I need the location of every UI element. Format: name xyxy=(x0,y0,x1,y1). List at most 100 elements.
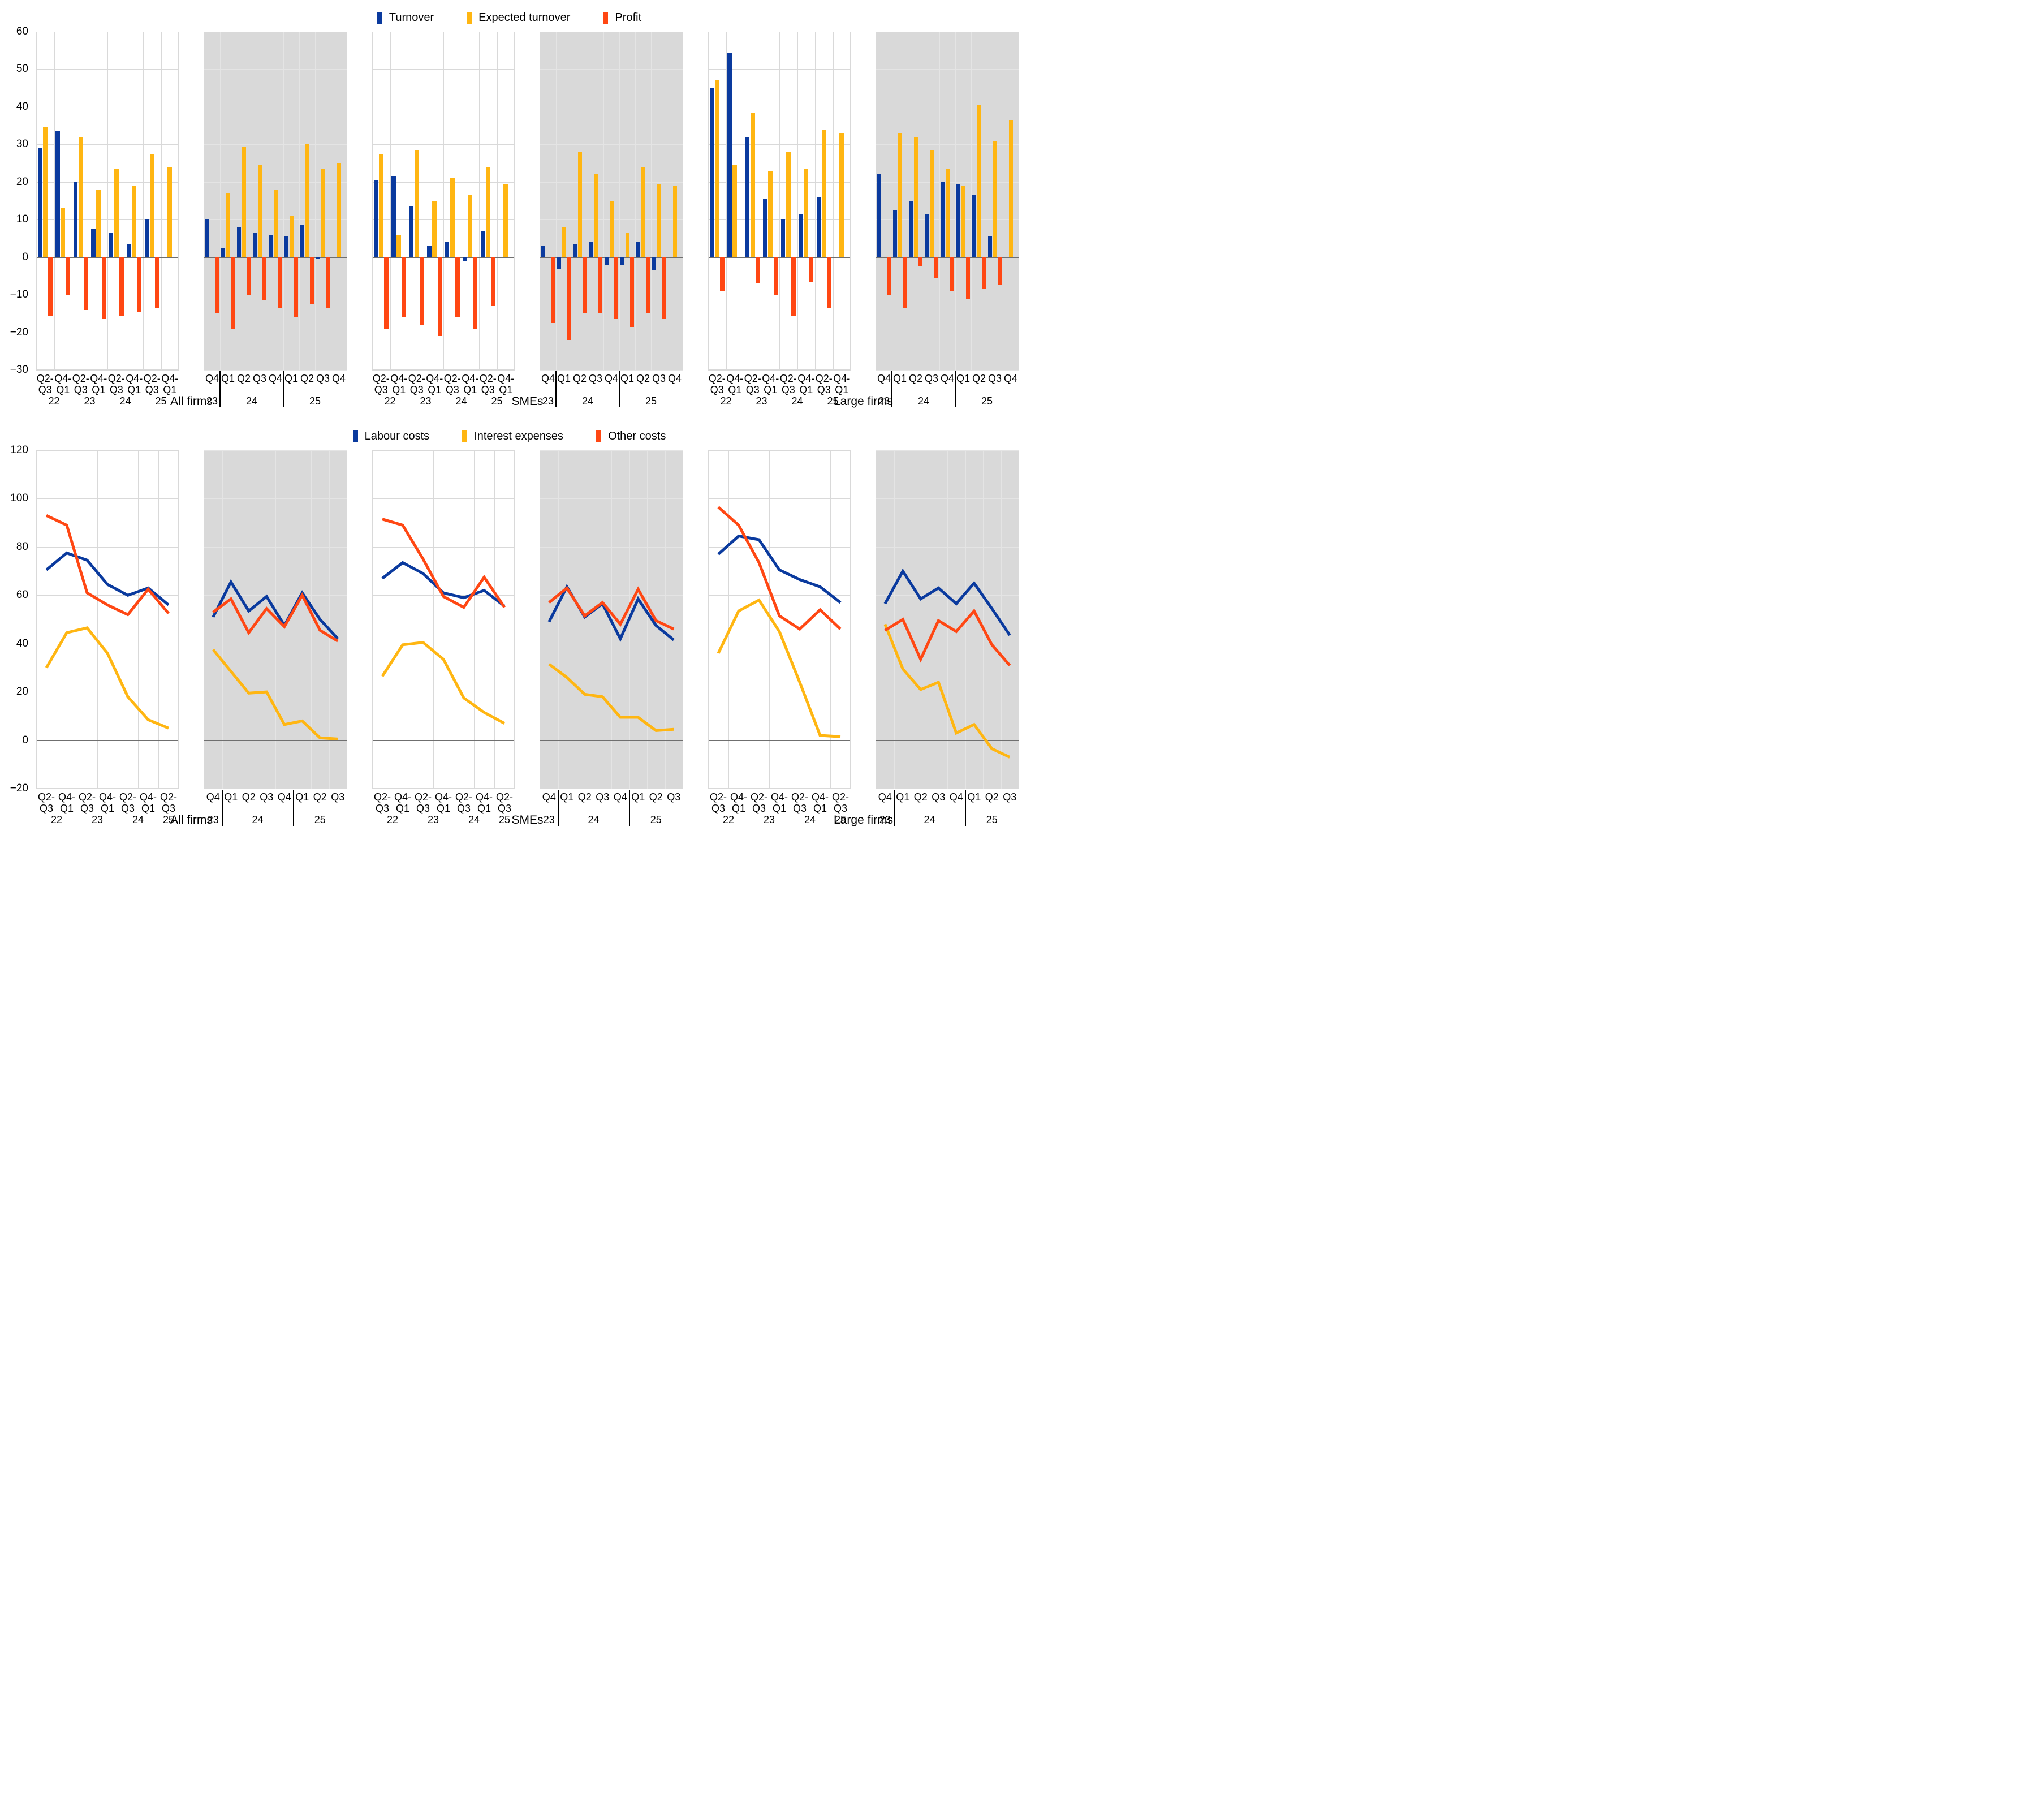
x-tick-label: Q2 xyxy=(577,791,592,803)
x-tick-label: Q2- Q3 xyxy=(455,791,472,814)
bar-expected-turnover xyxy=(625,233,629,257)
x-year-label: 25 xyxy=(498,814,511,825)
plot-area-all-firms-quarterly xyxy=(204,450,347,789)
gridline xyxy=(433,450,434,789)
bar-profit xyxy=(491,257,495,307)
facet-label-large-firms: Large firms xyxy=(833,395,894,408)
x-year-label: 23 xyxy=(84,395,96,407)
x-tick-label: Q1 xyxy=(967,791,981,803)
bar-profit xyxy=(278,257,282,308)
x-tick-label: Q3 xyxy=(596,791,610,803)
x-year-label: 25 xyxy=(645,395,657,407)
year-separator xyxy=(555,371,557,407)
turnover-expected-profit-bar-chart: Turnover Expected turnover Profit 60 50 40 30… xyxy=(0,3,1019,414)
y-axis-tick-label: 10 xyxy=(16,213,28,226)
x-tick-label: Q4- Q1 xyxy=(54,373,72,395)
gridline xyxy=(315,32,316,370)
line-series-all-firms-quarterly xyxy=(212,579,339,740)
x-year-label: 25 xyxy=(309,395,321,407)
line-other-costs xyxy=(212,592,339,643)
y-axis-tick-label: 40 xyxy=(16,100,28,113)
gridline xyxy=(311,450,312,789)
plot-strip-top: 60 50 40 30 20 10 0 −10 −20 −30 Q2- Q3 Q4- Q1 Q2- Q3 Q4… xyxy=(10,25,1019,407)
y-axis-tick-label: 50 xyxy=(16,63,28,75)
bar-turnover xyxy=(373,180,378,257)
bar-profit xyxy=(902,257,907,308)
plot-area-large-firms-quarterly xyxy=(876,32,1019,371)
gridline xyxy=(204,69,347,70)
bar-turnover xyxy=(620,257,625,265)
gridline xyxy=(143,32,144,370)
gridline xyxy=(726,32,727,370)
line-interest-expenses xyxy=(381,640,506,725)
x-year-label: 24 xyxy=(917,395,930,407)
bar-expected-turnover xyxy=(657,184,661,257)
bar-turnover xyxy=(605,257,609,265)
x-year-label: 23 xyxy=(91,814,104,825)
plot-area-all-firms-semiannual xyxy=(36,450,179,789)
x-tick-label: Q3 xyxy=(1003,791,1017,803)
x-axis-labels-large-firms-semiannual: Q2- Q3 Q4- Q1 Q2- Q3 Q4- Q1 Q2- Q3 Q4- Q1 Q2- Q3 Q4- Q1… xyxy=(708,371,851,415)
bar-profit xyxy=(720,257,725,291)
bar-turnover xyxy=(284,236,289,257)
x-tick-label: Q4- Q1 xyxy=(394,791,411,814)
x-tick-label: Q2- Q3 xyxy=(374,791,391,814)
year-separator xyxy=(283,371,284,407)
facet-label-large-firms: Large firms xyxy=(833,813,894,826)
x-year-label: 23 xyxy=(878,395,890,407)
x-year-label: 24 xyxy=(252,814,264,825)
bar-profit xyxy=(965,257,970,299)
x-year-label: 24 xyxy=(455,395,467,407)
bar-expected-turnover xyxy=(432,201,437,257)
bar-profit xyxy=(645,257,650,314)
legend-item: Profit xyxy=(603,11,641,24)
x-tick-label: Q2- Q3 xyxy=(479,373,497,395)
x-tick-label: Q3 xyxy=(316,373,330,384)
x-year-label: 25 xyxy=(650,814,662,825)
bar-turnover xyxy=(972,195,977,257)
facet-labels-bottom: All firms SMEs Large firms xyxy=(36,813,1019,833)
bar-turnover xyxy=(269,234,273,257)
bar-turnover xyxy=(909,201,913,257)
bar-expected-turnover xyxy=(961,186,965,257)
x-year-label: 22 xyxy=(386,814,399,825)
x-year-label: 24 xyxy=(132,814,144,825)
x-year-label: 23 xyxy=(427,814,439,825)
x-tick-label: Q2 xyxy=(985,791,999,803)
legend-item: Other costs xyxy=(596,430,666,443)
x-tick-label: Q2- Q3 xyxy=(78,791,96,814)
x-axis-labels-large-firms-quarterly: Q4 Q1 Q2 Q3 Q4 Q1 Q2 Q3 23 24 25 xyxy=(876,790,1019,834)
x-tick-label: Q4 xyxy=(541,373,555,384)
x-tick-label: Q4- Q1 xyxy=(730,791,747,814)
gridline xyxy=(540,370,683,371)
bar-profit xyxy=(420,257,424,325)
line-labour-costs xyxy=(381,561,506,608)
gridline xyxy=(708,498,851,500)
line-series-large-firms-quarterly xyxy=(883,568,1011,759)
x-tick-label: Q2- Q3 xyxy=(708,373,726,395)
x-year-label: 24 xyxy=(468,814,480,825)
x-year-label: 23 xyxy=(756,395,767,407)
bar-profit xyxy=(437,257,442,337)
bar-expected-turnover xyxy=(821,129,826,257)
plot-strip-bottom: 120 100 80 60 40 20 0 −20 Q2- Q3 Q4- Q1 Q2- Q3 Q4- Q1 Q… xyxy=(10,444,1019,826)
bar-profit xyxy=(473,257,478,329)
x-tick-label: Q4- Q1 xyxy=(762,373,779,395)
x-tick-label: Q2 xyxy=(913,791,928,803)
x-tick-label: Q2- Q3 xyxy=(710,791,727,814)
x-year-label: 22 xyxy=(720,395,732,407)
zero-line xyxy=(204,739,347,741)
gridline xyxy=(36,595,179,596)
x-tick-label: Q4 xyxy=(949,791,963,803)
plot-area-large-firms-semiannual xyxy=(708,450,851,789)
gridline xyxy=(372,546,515,548)
bar-profit xyxy=(661,257,666,320)
panel-large-firms-quarterly: Q4 Q1 Q2 Q3 Q4 Q1 Q2 Q3 23 24 25 xyxy=(876,450,1019,826)
bar-expected-turnover xyxy=(132,186,137,257)
legend-swatch-other-costs xyxy=(596,430,602,442)
gridline xyxy=(708,370,851,371)
bar-profit xyxy=(137,257,142,312)
x-tick-label: Q4- Q1 xyxy=(497,373,515,395)
x-tick-label: Q2- Q3 xyxy=(831,791,849,814)
x-year-label: 25 xyxy=(491,395,503,407)
